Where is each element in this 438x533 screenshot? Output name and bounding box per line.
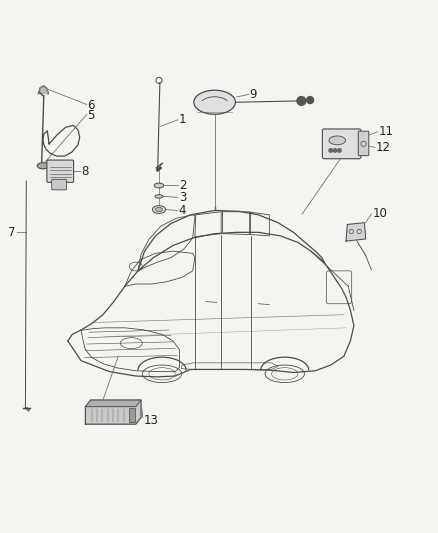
Circle shape [338,149,341,152]
Circle shape [333,149,337,152]
Ellipse shape [154,183,164,188]
Polygon shape [85,400,141,407]
Text: 10: 10 [372,207,387,221]
Ellipse shape [37,163,49,169]
Text: 5: 5 [88,109,95,122]
Text: 1: 1 [179,114,186,126]
Text: 6: 6 [88,99,95,112]
Ellipse shape [155,195,163,198]
FancyBboxPatch shape [47,160,74,182]
Text: 13: 13 [144,414,159,427]
Circle shape [307,96,314,103]
Text: 3: 3 [179,191,186,204]
Text: 2: 2 [179,179,186,192]
FancyBboxPatch shape [358,131,369,156]
Ellipse shape [152,206,166,214]
Text: 7: 7 [8,226,15,239]
Text: 9: 9 [250,88,257,101]
Ellipse shape [329,136,346,145]
Circle shape [297,96,306,106]
FancyBboxPatch shape [52,179,67,190]
Text: 12: 12 [376,141,391,154]
Polygon shape [85,400,141,424]
Polygon shape [39,86,48,93]
Text: 8: 8 [81,165,88,177]
Circle shape [329,149,332,152]
Ellipse shape [155,207,162,212]
FancyBboxPatch shape [129,408,135,423]
FancyBboxPatch shape [322,129,361,159]
Ellipse shape [194,90,236,114]
Text: 11: 11 [379,125,394,138]
Polygon shape [346,223,366,241]
Text: 4: 4 [179,204,186,217]
